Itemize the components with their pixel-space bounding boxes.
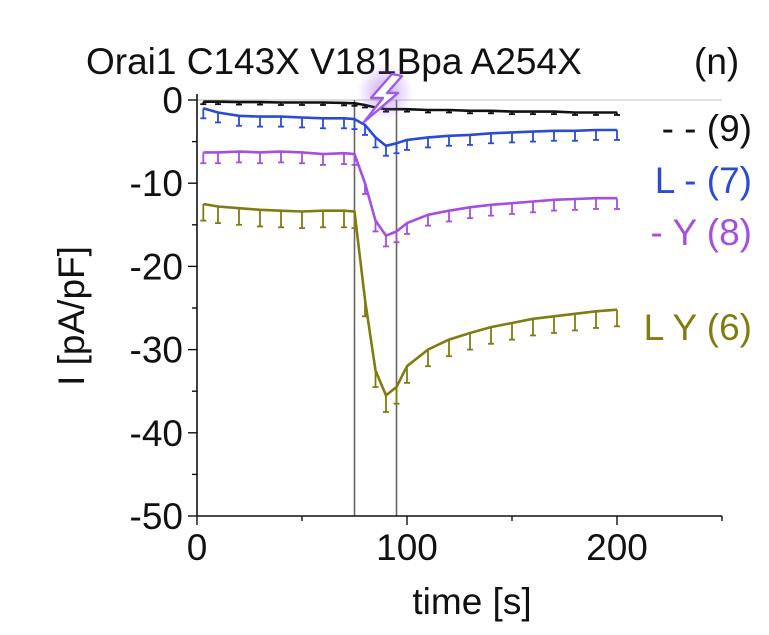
y-tick-label: -10	[130, 163, 183, 204]
series-line-3	[203, 202, 618, 397]
legend-entry-2: - Y (8)	[651, 212, 752, 253]
legend-header: (n)	[694, 41, 739, 82]
y-axis-label: I [pA/pF]	[51, 246, 92, 386]
series-line-1	[202, 107, 617, 148]
y-tick-label: -40	[130, 413, 183, 454]
y-tick-label: -30	[130, 330, 183, 371]
x-tick-label: 0	[187, 527, 208, 568]
lightning-icon	[362, 72, 404, 124]
x-axis-label: time [s]	[412, 581, 531, 622]
legend-entry-0: - - (9)	[662, 108, 752, 149]
y-tick-label: -20	[130, 246, 183, 287]
plot-area: 0-10-20-30-40-500 100 200- - (9)L - (7)- Y…	[130, 64, 752, 568]
series-line-2	[203, 150, 617, 237]
y-tick-label: 0	[162, 80, 183, 121]
legend-entry-1: L - (7)	[655, 160, 752, 201]
x-tick-label: 200	[586, 527, 648, 568]
legend-entry-3: L Y (6)	[644, 307, 752, 348]
chart-title: Orai1 C143X V181Bpa A254X	[86, 41, 582, 82]
y-tick-label: -50	[130, 496, 183, 537]
x-tick-label: 100	[376, 527, 438, 568]
